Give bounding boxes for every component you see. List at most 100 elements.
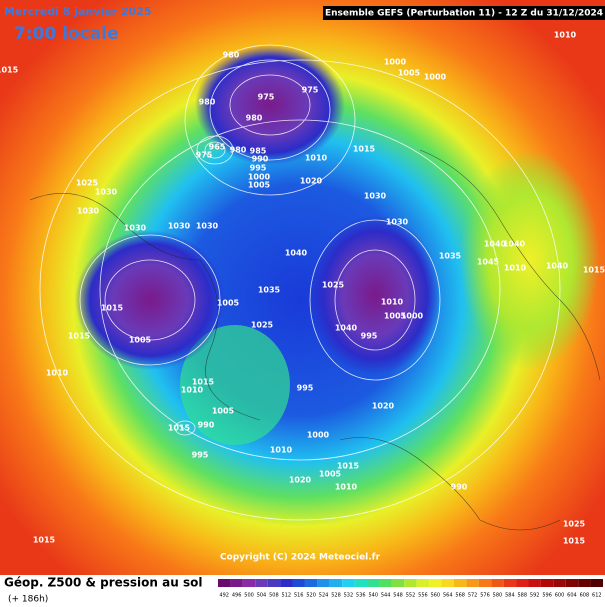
isobar-label: 1030 bbox=[95, 188, 118, 197]
isobar-label: 1035 bbox=[258, 286, 281, 295]
isobar-label: 1025 bbox=[76, 179, 99, 188]
isobar-label: 1030 bbox=[124, 224, 147, 233]
isobar-label: 1015 bbox=[353, 145, 376, 154]
isobar-label: 1015 bbox=[168, 424, 191, 433]
isobar-label: 1025 bbox=[251, 321, 274, 330]
scale-label: 556 bbox=[418, 593, 428, 599]
isobar-label: 995 bbox=[250, 164, 267, 173]
scale-label: 604 bbox=[567, 593, 577, 599]
scale-swatch bbox=[441, 579, 454, 587]
isobar-label: 1015 bbox=[583, 266, 605, 275]
isobar-label: 1010 bbox=[270, 446, 293, 455]
scale-swatch bbox=[540, 579, 554, 587]
isobar-label: 980 bbox=[223, 51, 240, 60]
scale-label: 492 bbox=[219, 593, 229, 599]
isobar-label: 1005 bbox=[217, 299, 240, 308]
scale-label: 504 bbox=[257, 593, 267, 599]
isobar-label: 980 bbox=[246, 114, 263, 123]
isobar-label: 1010 bbox=[504, 264, 527, 273]
isobar-label: 975 bbox=[258, 93, 275, 102]
isobar-label: 975 bbox=[196, 151, 213, 160]
scale-swatch bbox=[578, 579, 591, 587]
isobar-label: 985 bbox=[250, 147, 267, 156]
scale-swatch bbox=[342, 579, 355, 587]
scale-swatch bbox=[565, 579, 579, 587]
scale-label: 564 bbox=[443, 593, 453, 599]
scale-swatch bbox=[304, 579, 318, 587]
isobar-label: 1040 bbox=[484, 240, 507, 249]
scale-label: 532 bbox=[344, 593, 354, 599]
isobar-label: 1005 bbox=[398, 69, 421, 78]
scale-swatch bbox=[404, 579, 417, 587]
scale-swatch bbox=[367, 579, 380, 587]
scale-swatch bbox=[478, 579, 492, 587]
isobar-label: 1005 bbox=[384, 312, 407, 321]
scale-label: 508 bbox=[269, 593, 279, 599]
isobar-label: 990 bbox=[198, 421, 215, 430]
scale-label: 528 bbox=[331, 593, 341, 599]
isobar-label: 1000 bbox=[401, 312, 424, 321]
isobar-label: 1005 bbox=[212, 407, 235, 416]
scale-swatch bbox=[242, 579, 256, 587]
isobar-label: 995 bbox=[361, 332, 378, 341]
isobar-label: 1010 bbox=[305, 154, 328, 163]
isobar-label: 1010 bbox=[181, 386, 204, 395]
run-box bbox=[323, 6, 605, 20]
isobar-label: 1000 bbox=[248, 173, 271, 182]
isobar-label: 1015 bbox=[0, 66, 19, 75]
scale-label: 572 bbox=[468, 593, 478, 599]
scale-swatch bbox=[354, 579, 368, 587]
isobar-label: 980 bbox=[230, 146, 247, 155]
date-label: Mercredi 8 janvier 2025 bbox=[4, 5, 152, 18]
isobar-label: 1020 bbox=[372, 402, 395, 411]
copyright: Copyright (C) 2024 Meteociel.fr bbox=[220, 553, 381, 563]
color-scale: 492 496 500 504 508 512 516 520 524 528 532 536 540 5… bbox=[218, 579, 603, 599]
isobars bbox=[39, 44, 561, 521]
scale-label: 612 bbox=[592, 593, 602, 599]
scale-label: 544 bbox=[381, 593, 391, 599]
time-label: 7:00 locale bbox=[14, 24, 119, 44]
isobar-label: 1000 bbox=[307, 431, 330, 440]
isobar-label: 1005 bbox=[129, 336, 152, 345]
isobar-label: 995 bbox=[192, 451, 209, 460]
scale-swatch bbox=[329, 579, 343, 587]
scale-label: 496 bbox=[232, 593, 242, 599]
isobar-label: 1040 bbox=[546, 262, 569, 271]
scale-swatch bbox=[429, 579, 442, 587]
scale-label: 560 bbox=[431, 593, 441, 599]
scale-label: 540 bbox=[368, 593, 378, 599]
scale-label: 516 bbox=[294, 593, 304, 599]
scale-swatch bbox=[453, 579, 467, 587]
footer-title: Géop. Z500 & pression au sol bbox=[4, 576, 202, 590]
isobar-label: 1015 bbox=[68, 332, 91, 341]
isobar-label: 1015 bbox=[563, 537, 586, 546]
scale-swatch bbox=[391, 579, 405, 587]
isobar-label: 1015 bbox=[192, 378, 215, 387]
scale-label: 576 bbox=[480, 593, 490, 599]
coastlines bbox=[29, 149, 601, 531]
isobar-label: 1045 bbox=[477, 258, 500, 267]
isobar-label: 1030 bbox=[77, 207, 100, 216]
isobar-label: 1030 bbox=[386, 218, 409, 227]
scale-label: 580 bbox=[493, 593, 503, 599]
isobar-label: 1020 bbox=[300, 177, 323, 186]
scale-label: 520 bbox=[306, 593, 316, 599]
scale-label: 524 bbox=[319, 593, 329, 599]
low-area bbox=[75, 230, 225, 370]
scale-swatch bbox=[503, 579, 517, 587]
scale-label: 568 bbox=[455, 593, 465, 599]
scale-label: 536 bbox=[356, 593, 366, 599]
isobar-label: 1030 bbox=[168, 222, 191, 231]
isobar-label: 1015 bbox=[33, 536, 56, 545]
scale-swatch bbox=[416, 579, 430, 587]
run-label: Ensemble GEFS (Perturbation 11) - 12 Z d… bbox=[325, 9, 603, 19]
isobar-label: 1015 bbox=[337, 462, 360, 471]
scale-swatch bbox=[491, 579, 504, 587]
isobar-label: 1005 bbox=[319, 470, 342, 479]
isobar-label: 1000 bbox=[384, 58, 407, 67]
isobar-label: 990 bbox=[252, 155, 269, 164]
isobar-label: 1010 bbox=[554, 31, 577, 40]
scale-label: 600 bbox=[555, 593, 565, 599]
